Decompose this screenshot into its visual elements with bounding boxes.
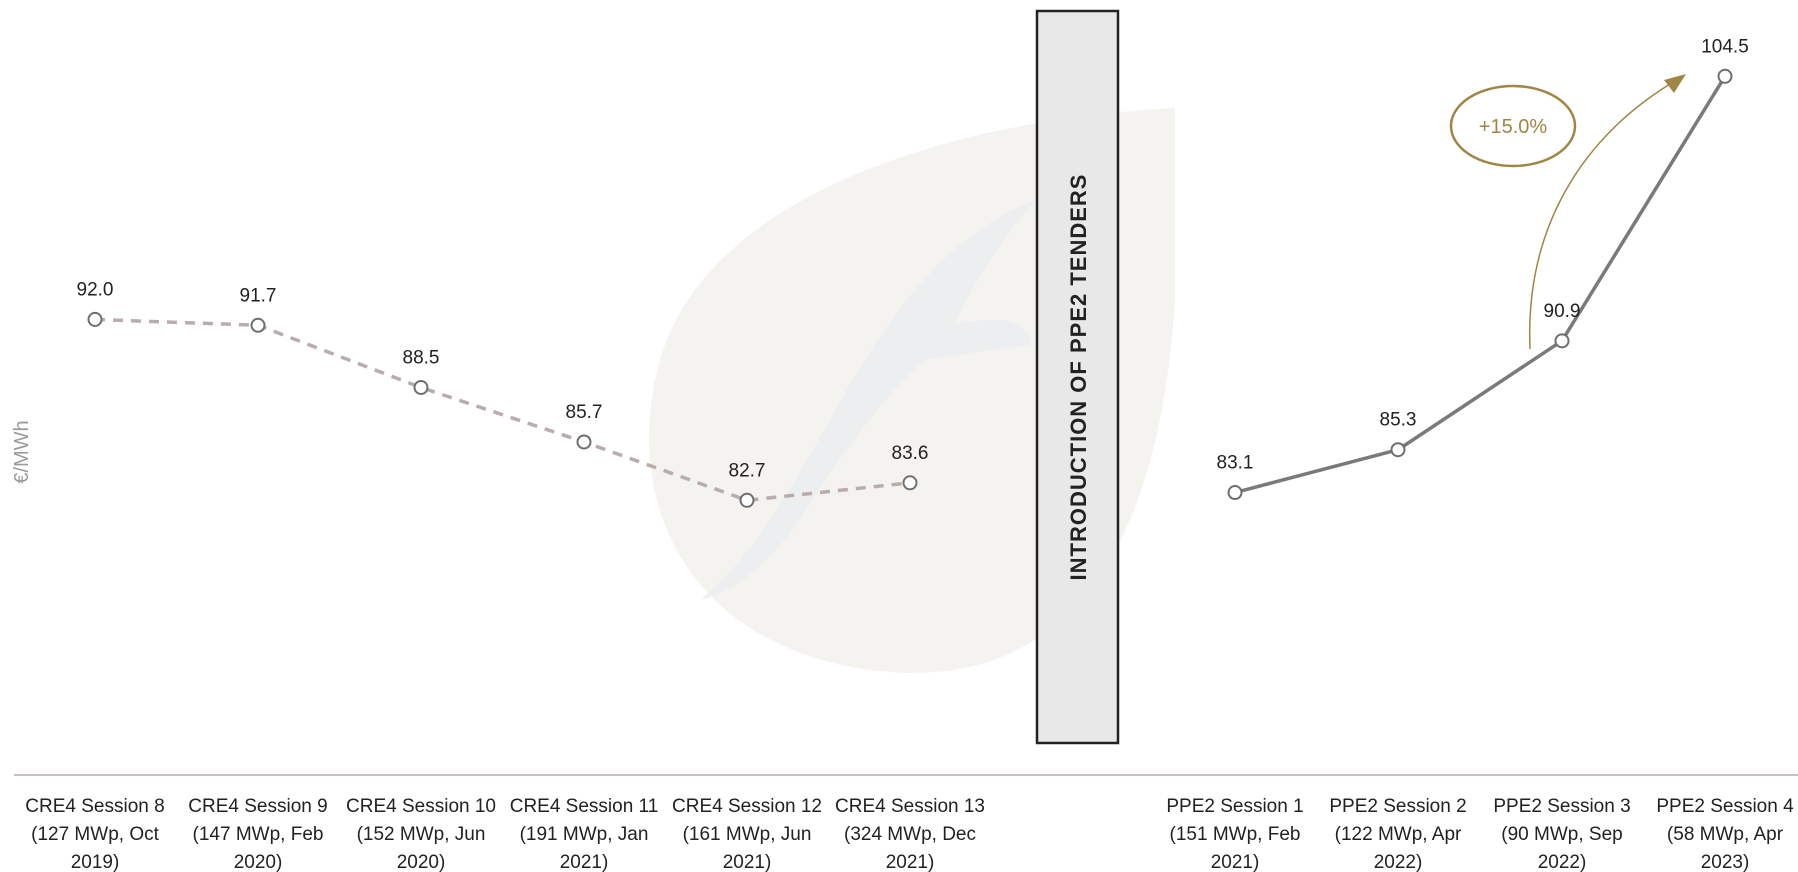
category-label-line: CRE4 Session 13: [835, 796, 985, 817]
category-label-line: 2022): [1538, 852, 1587, 872]
data-label-ppe2-4: 104.5: [1701, 36, 1749, 57]
category-label-cre4-1: CRE4 Session 8 (127 MWp, Oct 2019): [25, 796, 164, 872]
data-label-cre4-2: 91.7: [240, 285, 277, 306]
category-label-line: CRE4 Session 9: [188, 796, 327, 817]
category-label-line: CRE4 Session 8: [25, 796, 164, 817]
category-label-line: 2021): [1211, 852, 1260, 872]
category-label-line: PPE2 Session 3: [1493, 796, 1630, 817]
divider-banner: INTRODUCTION OF PPE2 TENDERS: [1035, 9, 1120, 745]
category-label-line: (191 MWp, Jan: [520, 824, 649, 845]
category-label-line: PPE2 Session 1: [1166, 796, 1303, 817]
data-point-ppe2-1: [1227, 485, 1243, 501]
watermark-f-shape: [700, 200, 1035, 600]
category-label-line: (151 MWp, Feb: [1170, 824, 1301, 845]
category-label-ppe2-2: PPE2 Session 2 (122 MWp, Apr 2022): [1329, 796, 1466, 872]
data-label-ppe2-3: 90.9: [1544, 301, 1581, 322]
data-label-cre4-1: 92.0: [77, 279, 114, 300]
growth-annotation-ellipse: [1449, 84, 1577, 168]
data-point-ppe2-2: [1390, 442, 1406, 458]
data-label-cre4-3: 88.5: [403, 348, 440, 369]
category-label-line: (58 MWp, Apr: [1667, 824, 1784, 845]
category-label-ppe2-4: PPE2 Session 4 (58 MWp, Apr 2023): [1656, 796, 1794, 872]
data-label-ppe2-1: 83.1: [1217, 453, 1254, 474]
category-label-line: 2020): [234, 852, 283, 872]
series-line-cre4: [94, 317, 911, 503]
series-line-ppe2: [1234, 75, 1727, 495]
growth-annotation-arrow: [1528, 83, 1671, 350]
category-label-line: (152 MWp, Jun: [357, 824, 486, 845]
category-label-line: 2020): [397, 852, 446, 872]
growth-annotation-arrowhead: [1664, 74, 1686, 93]
category-label-line: CRE4 Session 12: [672, 796, 822, 817]
category-label-line: (90 MWp, Sep: [1501, 824, 1622, 845]
data-point-cre4-6: [902, 475, 918, 491]
data-point-cre4-1: [87, 311, 103, 327]
data-point-cre4-2: [250, 317, 266, 333]
category-label-ppe2-1: PPE2 Session 1 (151 MWp, Feb 2021): [1166, 796, 1303, 872]
category-label-line: (122 MWp, Apr: [1335, 824, 1462, 845]
divider-banner-box: [1035, 9, 1120, 745]
y-axis-label: €/MWh: [11, 420, 33, 483]
category-label-line: (324 MWp, Dec: [844, 824, 976, 845]
category-label-line: (161 MWp, Jun: [683, 824, 812, 845]
category-label-line: 2021): [886, 852, 935, 872]
growth-annotation-label: +15.0%: [1479, 116, 1548, 138]
category-label-line: 2022): [1374, 852, 1423, 872]
category-label-line: 2021): [723, 852, 772, 872]
category-label-line: (127 MWp, Oct: [31, 824, 159, 845]
data-point-ppe2-3: [1554, 333, 1570, 349]
data-point-ppe2-4: [1717, 68, 1733, 84]
divider-banner-label: INTRODUCTION OF PPE2 TENDERS: [1066, 174, 1091, 581]
category-label-line: 2021): [560, 852, 609, 872]
category-label-line: 2023): [1701, 852, 1750, 872]
data-label-cre4-5: 82.7: [729, 460, 766, 481]
category-label-line: PPE2 Session 4: [1656, 796, 1794, 817]
category-label-line: (147 MWp, Feb: [193, 824, 324, 845]
category-label-line: CRE4 Session 11: [510, 796, 659, 817]
category-label-line: PPE2 Session 2: [1329, 796, 1466, 817]
category-label-line: CRE4 Session 10: [346, 796, 496, 817]
category-label-cre4-4: CRE4 Session 11 (191 MWp, Jan 2021): [510, 796, 659, 872]
data-label-ppe2-2: 85.3: [1380, 410, 1417, 431]
category-label-cre4-6: CRE4 Session 13 (324 MWp, Dec 2021): [835, 796, 985, 872]
data-point-cre4-3: [413, 380, 429, 395]
data-label-cre4-6: 83.6: [892, 443, 929, 464]
data-label-cre4-4: 85.7: [566, 402, 603, 423]
category-label-cre4-5: CRE4 Session 12 (161 MWp, Jun 2021): [672, 796, 822, 872]
data-point-cre4-5: [739, 492, 755, 508]
category-label-ppe2-3: PPE2 Session 3 (90 MWp, Sep 2022): [1493, 796, 1630, 872]
category-label-cre4-2: CRE4 Session 9 (147 MWp, Feb 2020): [188, 796, 327, 872]
category-label-cre4-3: CRE4 Session 10 (152 MWp, Jun 2020): [346, 796, 496, 872]
data-point-cre4-4: [576, 434, 592, 450]
category-label-line: 2019): [71, 852, 120, 872]
